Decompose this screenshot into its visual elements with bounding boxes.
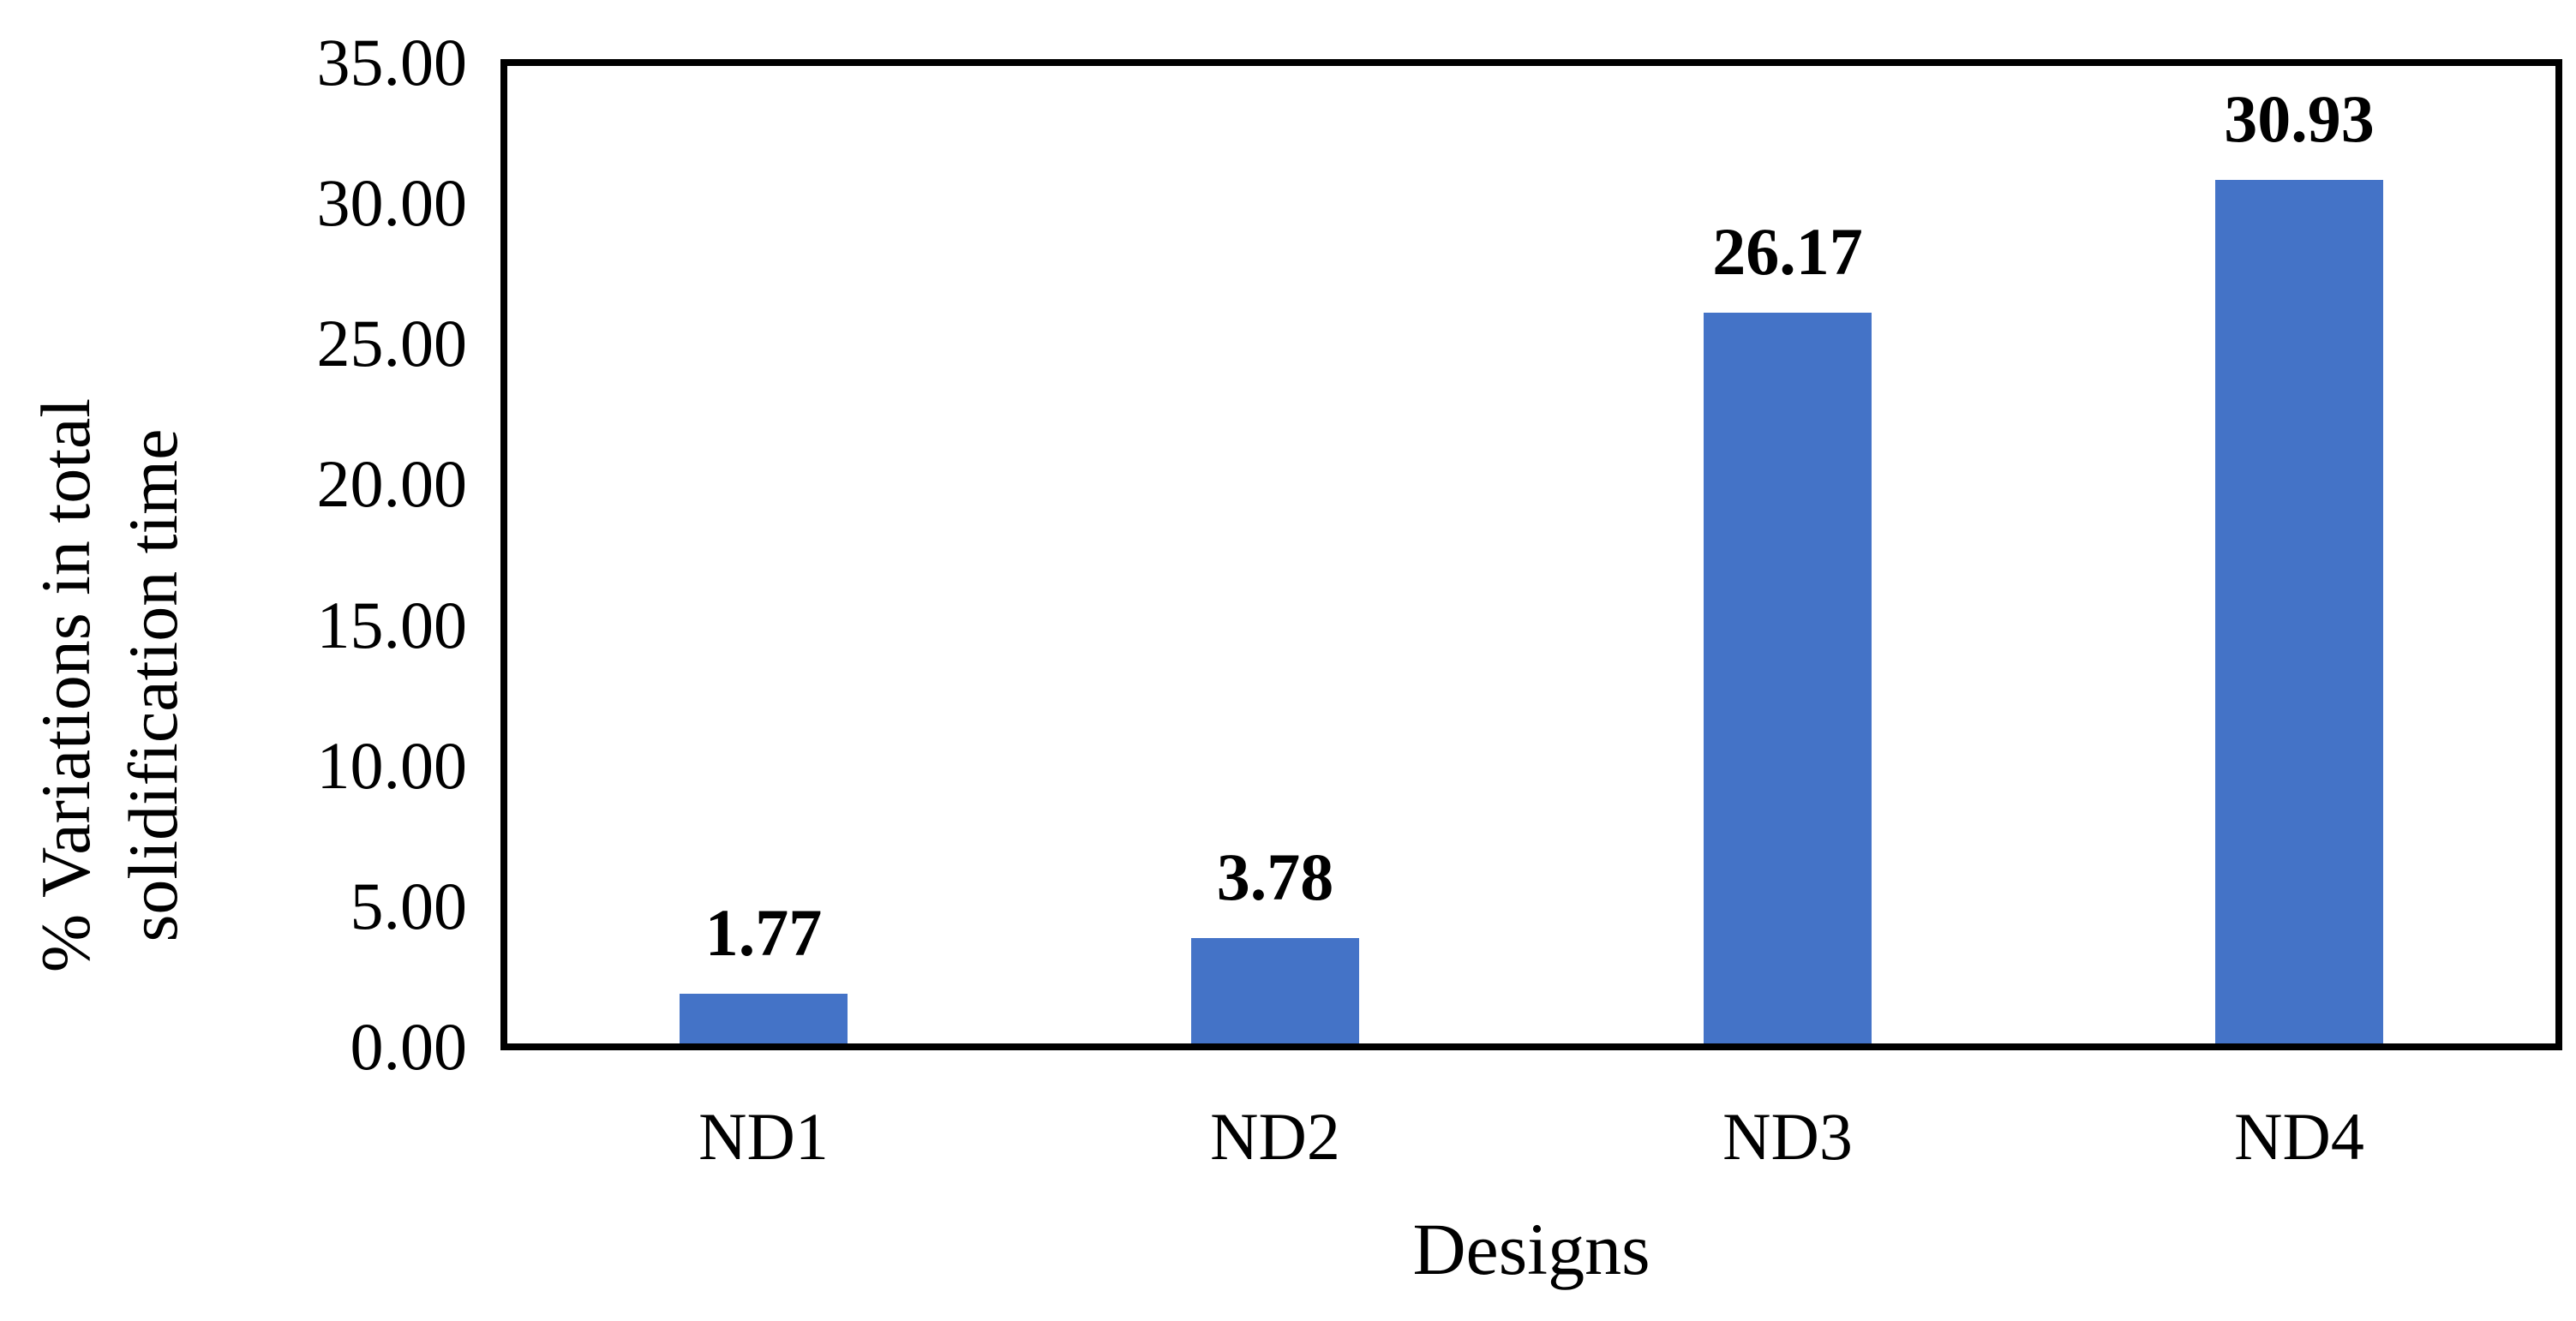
y-tick-label: 10.00 [316,727,468,803]
bar-value-label: 30.93 [2224,81,2375,156]
y-tick-label: 5.00 [350,868,468,943]
y-tick-label: 0.00 [350,1009,468,1084]
bar-ND3 [1704,313,1872,1043]
bar-value-label: 3.78 [1216,840,1334,914]
x-axis-title: Designs [1412,1208,1650,1290]
x-tick-label-ND4: ND4 [2234,1099,2364,1174]
y-tick-label: 30.00 [316,165,468,241]
x-tick-label-ND1: ND1 [698,1099,829,1174]
bar-value-label: 26.17 [1712,214,1863,289]
y-axis-title-line-1: % Variations in total [27,397,105,973]
x-tick-label-ND3: ND3 [1722,1099,1853,1174]
y-tick-label: 25.00 [316,306,468,381]
plot-area: 1.77 3.78 26.17 30.93 [500,59,2562,1050]
x-tick-label-ND2: ND2 [1210,1099,1340,1174]
y-tick-label: 35.00 [316,25,468,99]
bar-ND1 [680,994,848,1043]
bar-ND4 [2215,180,2383,1043]
y-tick-label: 20.00 [316,446,468,522]
bar-value-label: 1.77 [704,895,823,970]
bar-ND2 [1191,938,1359,1043]
y-tick-label: 15.00 [316,587,468,662]
